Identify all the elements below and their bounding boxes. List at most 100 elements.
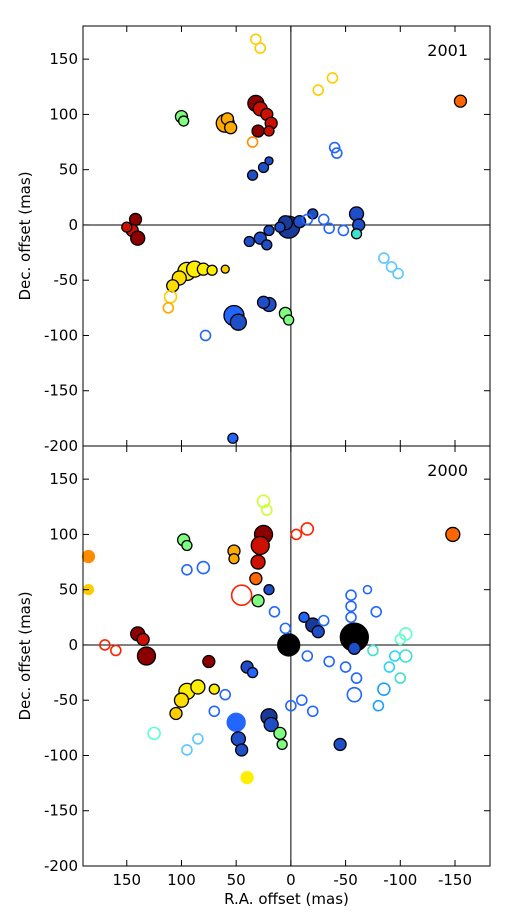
panel-2001: 150 100 50 0 -50 -100 -150 -200 2001 Dec. offset … [16,25,491,455]
y-tick-label: 100 [49,105,78,123]
data-point [246,169,259,181]
data-point [263,716,279,733]
x-tick-label: 100 [167,871,196,889]
x-tick-label: -50 [333,871,358,889]
data-point [226,712,246,732]
y-axis-label: Dec. offset (mas) [16,591,34,720]
y-axis-label: Dec. offset (mas) [16,171,34,300]
data-point [136,632,150,647]
data-point [251,124,265,138]
plot-frame [82,445,491,867]
data-point [181,563,193,576]
data-point [292,214,307,229]
data-point [250,535,270,556]
data-point [453,94,468,108]
data-point [227,432,239,444]
data-point [110,644,122,657]
data-point [261,239,273,251]
panel-2000: 150 100 50 0 -50 -100 -150 -200 150 100 50 0 -50 -100… [16,445,491,889]
x-tick-label: 50 [227,871,246,889]
data-point [350,672,363,684]
data-point [350,228,363,240]
data-point [264,156,274,166]
x-tick-label: -150 [438,871,472,889]
data-point [394,633,407,646]
data-point [196,560,211,575]
y-tick-label: 50 [59,581,78,599]
data-point [81,549,96,564]
y-tick-label: -200 [44,437,78,455]
data-point [208,683,220,695]
data-point [445,526,461,543]
data-point [254,42,267,54]
data-point [178,115,190,127]
data-point [250,554,266,570]
x-tick-label: -100 [383,871,417,889]
data-point [219,688,232,701]
data-point [339,661,352,673]
data-point [147,726,161,741]
data-point [263,125,275,137]
data-point [317,614,330,627]
y-tick-label: 150 [49,470,78,488]
data-point [249,571,263,586]
y-tick-label: 150 [49,50,78,68]
data-point [121,221,133,233]
data-point [301,213,314,226]
data-point [323,655,335,668]
data-point [285,699,297,712]
data-point [273,726,287,741]
data-point [370,605,383,618]
data-point [328,141,341,154]
y-tick-label: 0 [68,216,78,234]
data-point [333,737,347,752]
data-point [274,221,286,233]
data-point [128,212,143,227]
data-point [162,302,175,314]
data-point [263,584,275,596]
data-point [99,639,111,651]
data-point [250,33,262,46]
data-point [224,121,238,135]
data-point [166,279,180,293]
data-point [392,267,404,280]
data-point [234,743,249,757]
data-point [345,611,357,624]
data-point [199,329,212,342]
data-point [251,594,265,608]
data-point [228,553,240,565]
data-point [367,644,379,657]
y-tick-label: -150 [44,802,78,820]
data-point [279,622,292,635]
data-point [296,694,308,707]
data-point [317,213,330,226]
data-point [326,72,339,84]
data-point [136,646,157,666]
y-tick-label: -100 [44,746,78,764]
data-point [347,641,361,655]
y-tick-label: -150 [44,382,78,400]
data-point [181,539,193,552]
data-point [230,584,253,607]
data-point [346,686,363,703]
data-point [331,147,343,159]
data-point [307,208,319,220]
data-point [394,672,407,684]
data-point [377,682,391,696]
data-point [263,224,275,237]
data-point [257,161,270,174]
x-tick-label: 0 [286,871,296,889]
data-point [220,264,230,274]
data-point [311,625,325,639]
data-point [276,738,288,751]
data-point [345,600,357,613]
y-tick-label: 50 [59,161,78,179]
data-point [290,528,303,541]
y-tick-label: -200 [44,857,78,875]
data-point [337,224,350,237]
data-point [190,679,206,695]
data-point [261,504,273,516]
data-point [283,314,295,326]
data-point [300,522,315,536]
